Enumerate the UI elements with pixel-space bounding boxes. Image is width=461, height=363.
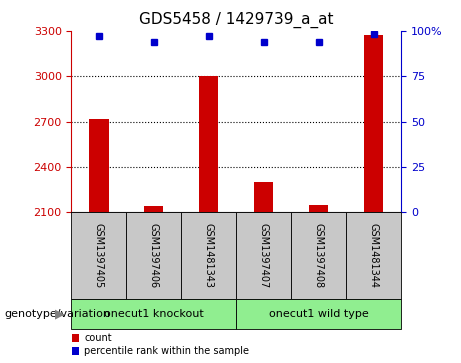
Legend: count, percentile rank within the sample: count, percentile rank within the sample: [72, 333, 249, 356]
Bar: [309, 205, 328, 212]
Bar: [144, 206, 164, 212]
Text: ▶: ▶: [55, 307, 65, 321]
Bar: [346, 212, 401, 299]
Text: onecut1 knockout: onecut1 knockout: [104, 309, 204, 319]
Bar: [291, 212, 346, 299]
Bar: [126, 212, 181, 299]
Text: GSM1397408: GSM1397408: [313, 223, 324, 289]
Bar: [199, 76, 219, 212]
Bar: [364, 35, 383, 212]
Bar: [71, 212, 126, 299]
Bar: [181, 212, 236, 299]
Text: genotype/variation: genotype/variation: [5, 309, 111, 319]
Text: GSM1397405: GSM1397405: [94, 223, 104, 289]
Bar: [236, 212, 291, 299]
Bar: [254, 182, 273, 212]
Bar: [71, 299, 236, 329]
Text: GSM1481344: GSM1481344: [369, 223, 378, 289]
Text: onecut1 wild type: onecut1 wild type: [269, 309, 368, 319]
Text: GSM1397407: GSM1397407: [259, 223, 269, 289]
Text: GSM1481343: GSM1481343: [204, 223, 214, 289]
Bar: [89, 119, 108, 212]
Bar: [236, 299, 401, 329]
Text: GSM1397406: GSM1397406: [149, 223, 159, 289]
Title: GDS5458 / 1429739_a_at: GDS5458 / 1429739_a_at: [139, 12, 333, 28]
